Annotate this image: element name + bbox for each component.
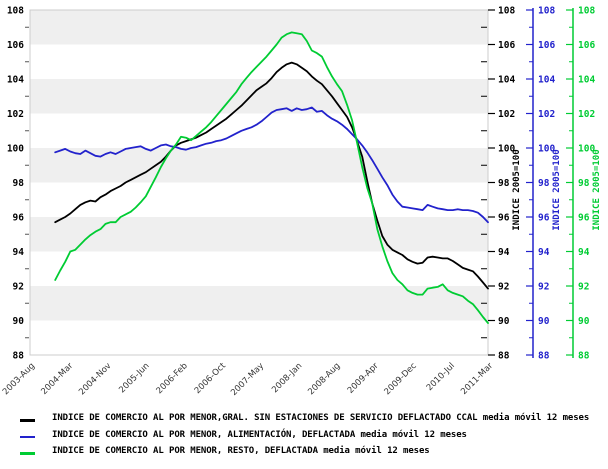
svg-text:2010-Jul: 2010-Jul [425, 361, 457, 393]
left-axis: 88 90 92 94 96 98 100 102 104 106 108 [7, 6, 29, 362]
svg-text:2008-Aug: 2008-Aug [306, 361, 342, 397]
retail-index-line-chart: 88 90 92 94 96 98 100 102 104 106 108 88 90 92 94 96 98 1… [1, 6, 602, 399]
svg-text:98: 98 [578, 178, 590, 189]
legend-item-general: INDICE DE COMERCIO AL POR MENOR,GRAL. SI… [0, 412, 608, 429]
svg-text:2007-May: 2007-May [229, 361, 266, 398]
svg-text:104: 104 [7, 75, 24, 86]
svg-text:2009-Apr: 2009-Apr [346, 361, 381, 396]
svg-text:2009-Dec: 2009-Dec [383, 361, 419, 397]
svg-text:2006-Feb: 2006-Feb [155, 361, 190, 396]
svg-text:2005-Jun: 2005-Jun [117, 361, 151, 395]
svg-text:102: 102 [538, 109, 555, 120]
legend-label-resto: INDICE DE COMERCIO AL POR MENOR, RESTO, … [52, 446, 430, 456]
svg-text:104: 104 [538, 75, 555, 86]
svg-text:98: 98 [538, 178, 550, 189]
right-axis-1: 88 90 92 94 96 98 100 102 104 106 108 INDICE 2005=1… [526, 6, 562, 362]
svg-text:2004-Nov: 2004-Nov [77, 361, 113, 397]
right-axis-2: 88 90 92 94 96 98 100 102 104 106 108 INDICE 2005=1… [566, 6, 602, 362]
legend-dash-blue [20, 435, 35, 438]
svg-text:88: 88 [498, 351, 510, 362]
chart-legend: INDICE DE COMERCIO AL POR MENOR,GRAL. SI… [0, 412, 608, 462]
legend-label-alimentacion: INDICE DE COMERCIO AL POR MENOR, ALIMENT… [52, 429, 467, 440]
svg-text:2011-Mar: 2011-Mar [459, 361, 495, 397]
x-axis-labels: 2003-Aug 2004-Mar 2004-Nov 2005-Jun 2006-Feb… [1, 361, 495, 398]
svg-text:106: 106 [7, 40, 24, 51]
svg-text:100: 100 [498, 144, 515, 155]
svg-text:106: 106 [578, 40, 595, 51]
svg-text:88: 88 [538, 351, 550, 362]
svg-text:88: 88 [13, 351, 25, 362]
svg-text:96: 96 [13, 213, 25, 224]
svg-text:102: 102 [498, 109, 515, 120]
svg-text:98: 98 [13, 178, 25, 189]
legend-dash-green [20, 452, 35, 455]
svg-text:INDICE 2005=100: INDICE 2005=100 [512, 149, 522, 230]
svg-text:106: 106 [538, 40, 555, 51]
svg-text:94: 94 [13, 247, 25, 258]
svg-text:104: 104 [578, 75, 595, 86]
svg-text:90: 90 [538, 316, 550, 327]
svg-text:108: 108 [538, 6, 555, 17]
svg-text:92: 92 [498, 282, 509, 293]
svg-text:108: 108 [578, 6, 595, 17]
svg-text:100: 100 [578, 144, 595, 155]
svg-text:106: 106 [498, 40, 515, 51]
svg-text:90: 90 [578, 316, 590, 327]
legend-dash-black [20, 419, 35, 422]
svg-text:92: 92 [578, 282, 589, 293]
svg-text:INDICE 2005=100: INDICE 2005=100 [592, 149, 602, 230]
svg-text:96: 96 [538, 213, 550, 224]
svg-text:108: 108 [7, 6, 24, 17]
plot-bands [30, 10, 488, 321]
legend-item-alimentacion: INDICE DE COMERCIO AL POR MENOR, ALIMENT… [0, 429, 608, 446]
svg-text:2004-Mar: 2004-Mar [39, 361, 75, 397]
series-line-1 [54, 106, 489, 224]
series-line-2 [54, 31, 489, 325]
svg-text:104: 104 [498, 75, 515, 86]
series-line-0 [54, 61, 489, 290]
svg-text:96: 96 [578, 213, 590, 224]
legend-label-general: INDICE DE COMERCIO AL POR MENOR,GRAL. SI… [52, 413, 590, 423]
right-axis-0: 88 90 92 94 96 98 100 102 104 106 108 INDICE 2005=1… [481, 6, 522, 362]
svg-text:92: 92 [13, 282, 24, 293]
svg-text:102: 102 [7, 109, 24, 120]
svg-text:2003-Aug: 2003-Aug [1, 361, 37, 397]
svg-text:100: 100 [7, 144, 24, 155]
legend-item-resto: INDICE DE COMERCIO AL POR MENOR, RESTO, … [0, 445, 608, 462]
svg-text:92: 92 [538, 282, 549, 293]
svg-text:90: 90 [13, 316, 25, 327]
svg-text:2008-Jan: 2008-Jan [270, 361, 304, 395]
svg-text:108: 108 [498, 6, 515, 17]
svg-text:100: 100 [538, 144, 555, 155]
svg-text:INDICE 2005=100: INDICE 2005=100 [552, 149, 562, 230]
svg-text:88: 88 [578, 351, 590, 362]
svg-text:90: 90 [498, 316, 510, 327]
svg-text:94: 94 [578, 247, 590, 258]
svg-text:96: 96 [498, 213, 510, 224]
svg-text:2006-Oct: 2006-Oct [193, 361, 229, 397]
svg-text:102: 102 [578, 109, 595, 120]
svg-text:94: 94 [538, 247, 550, 258]
svg-text:94: 94 [498, 247, 510, 258]
svg-text:98: 98 [498, 178, 510, 189]
